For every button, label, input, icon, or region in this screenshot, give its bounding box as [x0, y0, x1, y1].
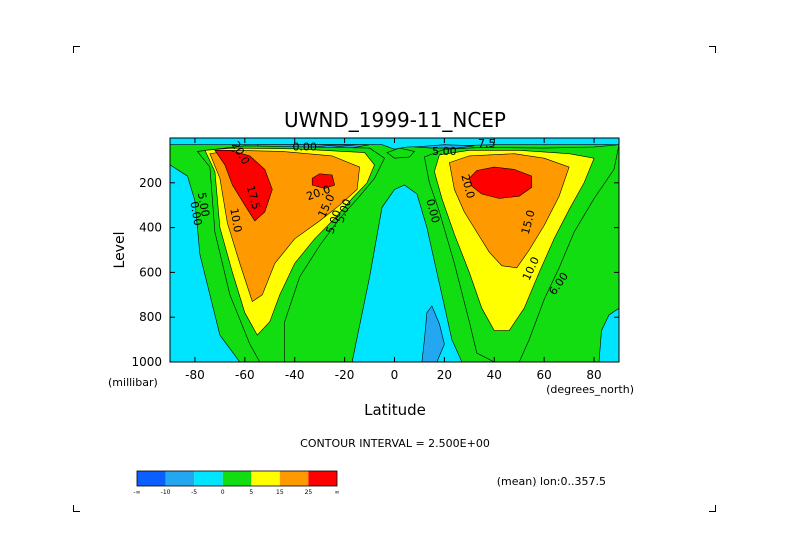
y-tick-label-4: 1000 — [131, 355, 162, 369]
y-axis-title: Level — [112, 232, 128, 269]
x-tick-label-6: 40 — [487, 368, 502, 382]
colorbar-swatch-3 — [222, 471, 252, 486]
y-tick-label-0: 200 — [139, 176, 162, 190]
x-tick-label-5: 20 — [437, 368, 452, 382]
x-tick-label-7: 60 — [537, 368, 552, 382]
colorbar: -∞ -10 -5 0 5 15 25 ∞ — [133, 470, 340, 496]
contour-label-4: 10.0 — [227, 207, 244, 233]
contour-region-16 — [311, 173, 335, 189]
contour-label-1: 0.00 — [187, 200, 204, 226]
colorbar-label-7: ∞ — [335, 489, 340, 496]
colorbar-swatch-4 — [251, 471, 280, 486]
colorbar-label-1: -10 — [161, 489, 171, 496]
corner-mark-top-left — [73, 46, 80, 53]
corner-mark-top-right — [709, 46, 716, 53]
contour-region-1 — [170, 164, 241, 362]
y-tick-label-2: 600 — [139, 265, 162, 279]
contour-label-3: 17.5 — [244, 184, 263, 211]
y-tick-label-1: 400 — [139, 221, 162, 235]
y-axis-unit: (millibar) — [108, 376, 158, 389]
contour-label-11: 7.5 — [478, 137, 496, 150]
contour-label-0: 5.00 — [195, 191, 212, 217]
contour-label-14: 15.0 — [519, 209, 538, 236]
contour-region-6 — [414, 144, 475, 149]
colorbar-label-0: -∞ — [133, 489, 140, 496]
colorbar-label-2: -5 — [191, 489, 197, 496]
contour-region-15 — [214, 150, 273, 222]
colorbar-label-3: 0 — [221, 489, 225, 496]
contour-label-13: 0.00 — [423, 197, 442, 224]
contour-region-3 — [598, 307, 619, 362]
colorbar-swatch-6 — [308, 471, 337, 486]
contour-region-9 — [386, 147, 416, 159]
chart-title: UWND_1999-11_NCEP — [284, 108, 506, 132]
colorbar-swatch-1 — [165, 471, 195, 486]
contour-region-4 — [421, 305, 445, 362]
x-axis-ticks: -80 -60 -40 -20 0 20 40 60 80 — [185, 138, 602, 382]
x-tick-label-8: 80 — [586, 368, 601, 382]
subset-note: (mean) lon:0..357.5 — [497, 475, 606, 488]
x-tick-label-4: 0 — [391, 368, 399, 382]
y-axis-ticks: 200 400 600 800 1000 — [131, 176, 619, 369]
colorbar-swatch-2 — [194, 471, 223, 486]
x-tick-label-3: -20 — [335, 368, 355, 382]
x-tick-label-0: -80 — [185, 368, 205, 382]
colorbar-label-5: 15 — [276, 489, 284, 496]
contour-label-10: 5.00 — [432, 145, 457, 158]
contour-label-9: 0.00 — [292, 140, 317, 153]
corner-mark-bottom-left — [73, 505, 80, 512]
x-tick-label-1: -60 — [235, 368, 255, 382]
colorbar-label-6: 25 — [305, 489, 313, 496]
x-axis-unit: (degrees_north) — [546, 383, 634, 396]
y-tick-label-3: 800 — [139, 310, 162, 324]
colorbar-swatch-5 — [279, 471, 309, 486]
colorbar-label-4: 5 — [249, 489, 253, 496]
x-tick-label-2: -40 — [285, 368, 305, 382]
colorbar-swatch-0 — [137, 471, 166, 486]
colorbar-frame — [136, 470, 338, 487]
contour-interval-note: CONTOUR INTERVAL = 2.500E+00 — [300, 437, 490, 450]
contour-label-12: 20.0 — [458, 173, 477, 200]
plot-area — [170, 138, 619, 362]
contour-region-17 — [468, 166, 533, 199]
corner-mark-bottom-right — [709, 505, 716, 512]
contour-region-7 — [319, 144, 358, 147]
x-axis-title: Latitude — [364, 401, 426, 419]
